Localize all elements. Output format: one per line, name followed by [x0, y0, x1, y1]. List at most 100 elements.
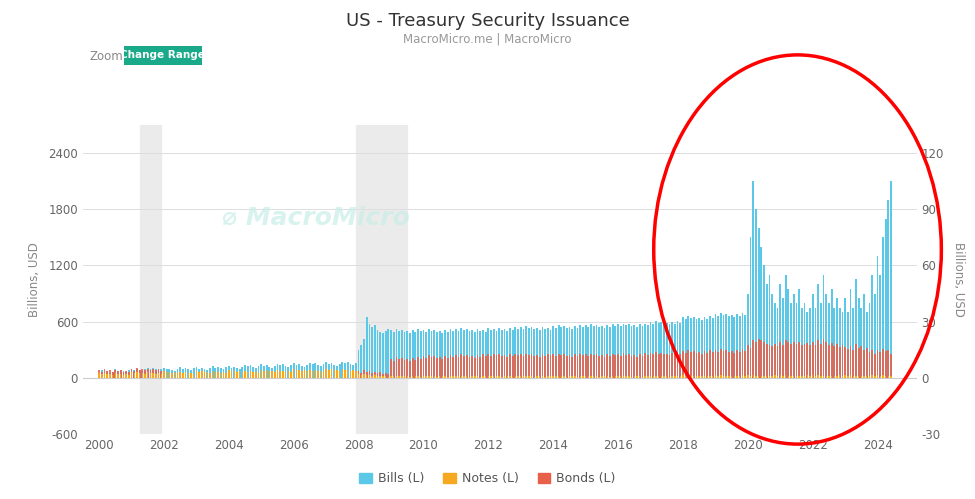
- Bar: [449, 376, 451, 378]
- Bar: [326, 362, 327, 378]
- Bar: [601, 326, 603, 378]
- Bar: [128, 375, 130, 378]
- Bar: [684, 353, 686, 378]
- Bar: [733, 353, 735, 378]
- Bar: [407, 376, 408, 378]
- Bar: [106, 371, 108, 378]
- Bar: [780, 375, 781, 378]
- Bar: [887, 350, 889, 378]
- Bar: [152, 368, 154, 378]
- Bar: [320, 371, 322, 378]
- Bar: [125, 372, 127, 378]
- Bar: [393, 332, 395, 378]
- Bar: [574, 376, 575, 378]
- Bar: [131, 368, 133, 378]
- Bar: [366, 375, 368, 378]
- Bar: [882, 375, 883, 378]
- Bar: [890, 181, 892, 378]
- Bar: [634, 376, 635, 378]
- Bar: [768, 275, 770, 378]
- Bar: [309, 363, 311, 378]
- Bar: [139, 125, 162, 434]
- Bar: [695, 353, 697, 378]
- Bar: [547, 376, 549, 378]
- Bar: [184, 368, 186, 378]
- Bar: [590, 324, 592, 378]
- Bar: [158, 369, 160, 378]
- Bar: [561, 376, 562, 378]
- Bar: [596, 376, 597, 378]
- Bar: [877, 350, 878, 378]
- Bar: [730, 315, 732, 378]
- Bar: [541, 354, 543, 378]
- Bar: [687, 376, 689, 378]
- Bar: [445, 330, 446, 378]
- Bar: [693, 317, 694, 378]
- Bar: [488, 328, 489, 378]
- Bar: [604, 357, 605, 378]
- Bar: [458, 376, 459, 378]
- Bar: [793, 293, 795, 378]
- Bar: [796, 376, 798, 378]
- Bar: [744, 315, 746, 378]
- Bar: [239, 371, 241, 378]
- Bar: [831, 289, 833, 378]
- Bar: [620, 326, 622, 378]
- Bar: [869, 303, 871, 378]
- Bar: [742, 349, 743, 378]
- Bar: [166, 369, 168, 378]
- Bar: [488, 376, 489, 378]
- Bar: [733, 376, 735, 378]
- Bar: [417, 329, 419, 378]
- Bar: [712, 318, 714, 378]
- Bar: [730, 351, 732, 378]
- Bar: [329, 370, 330, 378]
- Bar: [820, 303, 822, 378]
- Bar: [255, 368, 256, 378]
- Bar: [150, 373, 151, 378]
- Bar: [274, 366, 276, 378]
- Bar: [777, 346, 778, 378]
- Bar: [639, 376, 641, 378]
- Bar: [128, 372, 130, 378]
- Bar: [414, 332, 416, 378]
- Bar: [274, 372, 276, 378]
- Bar: [582, 355, 584, 378]
- Bar: [704, 351, 706, 378]
- Bar: [542, 376, 543, 378]
- Bar: [758, 376, 760, 378]
- Bar: [398, 359, 400, 378]
- Bar: [720, 313, 722, 378]
- Bar: [885, 376, 886, 378]
- Bar: [788, 289, 790, 378]
- Bar: [812, 375, 813, 378]
- Bar: [485, 332, 487, 378]
- Bar: [404, 376, 406, 378]
- Bar: [774, 375, 775, 378]
- Bar: [790, 303, 792, 378]
- Bar: [639, 354, 641, 378]
- Bar: [877, 375, 878, 378]
- Bar: [722, 376, 724, 378]
- Bar: [112, 372, 113, 378]
- Bar: [709, 316, 711, 378]
- Bar: [742, 375, 743, 378]
- Bar: [649, 376, 651, 378]
- Bar: [253, 372, 254, 378]
- Bar: [669, 355, 671, 378]
- Bar: [680, 353, 682, 378]
- Bar: [350, 371, 351, 378]
- Bar: [480, 357, 481, 378]
- Bar: [250, 365, 252, 378]
- Bar: [422, 330, 424, 378]
- Bar: [112, 375, 113, 378]
- Bar: [326, 369, 327, 378]
- Bar: [390, 359, 392, 378]
- Bar: [599, 327, 600, 378]
- Bar: [744, 376, 746, 378]
- Bar: [455, 376, 456, 378]
- Bar: [411, 358, 413, 378]
- Bar: [682, 351, 683, 378]
- Bar: [158, 373, 159, 378]
- Bar: [658, 353, 659, 378]
